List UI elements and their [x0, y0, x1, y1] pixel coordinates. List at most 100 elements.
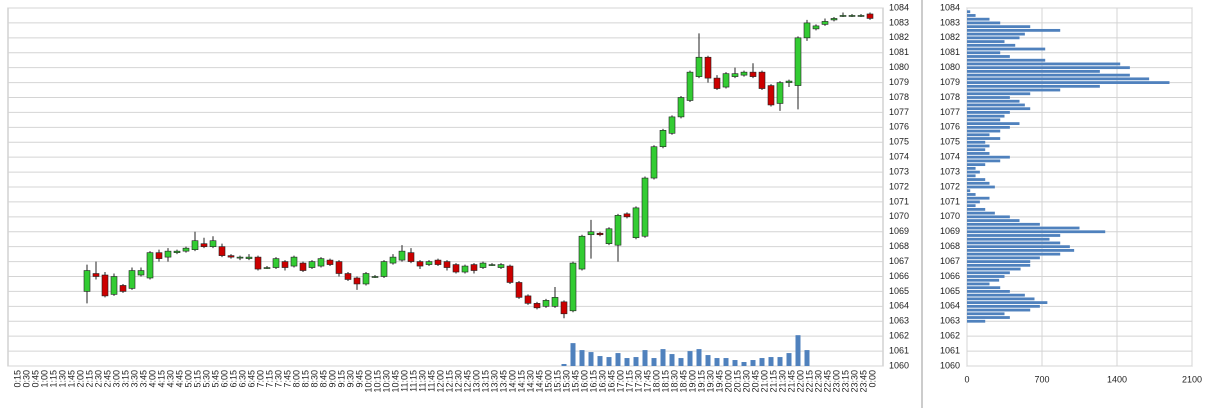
x-tick-label: 3:30 [129, 370, 139, 388]
x-tick-label: 3:15 [120, 370, 130, 388]
candle-body [596, 232, 604, 236]
candle-body [443, 261, 451, 268]
profile-bar [967, 181, 990, 185]
profile-bar [967, 204, 976, 208]
x-tick-label: 15:15 [552, 370, 562, 393]
candle-body [173, 250, 181, 253]
profile-bar [967, 308, 1031, 312]
profile-bar [967, 245, 1070, 249]
y-tick-label: 1071 [889, 196, 909, 206]
profile-bar [967, 293, 1025, 297]
candle-body [848, 15, 856, 17]
x-tick-label: 10:45 [390, 370, 400, 393]
x-tick-label: 6:15 [228, 370, 238, 388]
candle-body [164, 250, 172, 258]
x-tick-label: 23:30 [849, 370, 859, 393]
x-tick-label: 9:00 [327, 370, 337, 388]
x-tick-label: 12:00 [435, 370, 445, 393]
candle-body [335, 261, 343, 274]
candle-body [353, 277, 361, 285]
candle-body [839, 15, 847, 17]
profile-bar [967, 58, 1046, 62]
candle-body [137, 270, 145, 276]
candle-body [299, 262, 307, 271]
y-tick-label: 1083 [940, 17, 960, 27]
candle-body [551, 297, 559, 307]
volume-bar [579, 350, 585, 366]
candle-body [389, 256, 397, 264]
profile-bar [967, 263, 1031, 267]
candle-body [146, 252, 154, 279]
x-tick-label: 2:15 [84, 370, 94, 388]
volume-bar [660, 349, 666, 366]
volume-bar [687, 351, 693, 366]
x-tick-label: 22:45 [822, 370, 832, 393]
candle-body [623, 213, 631, 218]
x-tick-label: 15:45 [570, 370, 580, 393]
profile-bar [967, 248, 1075, 252]
candle-body [767, 85, 775, 106]
x-tick-label: 0:30 [21, 370, 31, 388]
candle-body [560, 301, 568, 315]
x-tick-label: 21:30 [777, 370, 787, 393]
y-tick-label: 1064 [889, 301, 909, 311]
candle-body [542, 300, 550, 307]
y-tick-label: 1077 [940, 107, 960, 117]
y-tick-label: 1076 [940, 122, 960, 132]
y-tick-label: 1067 [940, 256, 960, 266]
candle-body [488, 264, 496, 266]
x-tick-label: 13:30 [489, 370, 499, 393]
profile-bar [967, 189, 971, 193]
profile-bar [967, 125, 1010, 129]
volume-bar [795, 335, 801, 366]
profile-bar [967, 260, 1031, 263]
x-tick-label: 12:45 [462, 370, 472, 393]
candle-body [110, 276, 118, 295]
candle-body [722, 73, 730, 88]
x-tick-label: 5:00 [183, 370, 193, 388]
x-tick-label: 0:45 [30, 370, 40, 388]
volume-bar [696, 349, 702, 366]
y-tick-label: 1066 [940, 271, 960, 281]
x-tick-label: 21:00 [759, 370, 769, 393]
x-tick-label: 17:30 [633, 370, 643, 393]
candle-body [281, 261, 289, 268]
candle-body [659, 130, 667, 148]
y-tick-label: 1072 [889, 181, 909, 191]
profile-bar [967, 304, 1040, 308]
y-tick-label: 1068 [889, 241, 909, 251]
profile-bar [967, 170, 980, 174]
x-tick-label: 22:30 [813, 370, 823, 393]
profile-bar [967, 319, 986, 323]
y-tick-label: 1063 [940, 316, 960, 326]
volume-bar [732, 360, 738, 366]
x-tick-label: 5:30 [201, 370, 211, 388]
profile-bar [967, 111, 1010, 114]
profile-bar [967, 84, 1100, 88]
volume-bar [669, 354, 675, 366]
profile-bar [967, 267, 1021, 271]
profile-bar [967, 81, 1170, 84]
profile-bar [967, 55, 1010, 58]
profile-bar [967, 99, 1020, 103]
profile-bar [967, 215, 1010, 219]
x-tick-label: 18:45 [678, 370, 688, 393]
x-tick-label: 22:00 [795, 370, 805, 393]
y-tick-label: 1084 [940, 2, 960, 12]
profile-bar [967, 166, 976, 170]
profile-bar [967, 256, 1040, 260]
y-tick-label: 1065 [940, 286, 960, 296]
x-tick-label: 7:00 [255, 370, 265, 388]
candle-body [713, 77, 721, 89]
candle-body [506, 265, 514, 283]
candle-body [650, 146, 658, 179]
y-tick-label: 1062 [889, 331, 909, 341]
y-tick-label: 1078 [940, 92, 960, 102]
candle-body [461, 265, 469, 273]
candle-body [200, 243, 208, 247]
profile-bar [967, 237, 1050, 241]
profile-bar [967, 96, 1010, 99]
candle-body [425, 261, 433, 265]
x-tick-label: 19:30 [705, 370, 715, 393]
